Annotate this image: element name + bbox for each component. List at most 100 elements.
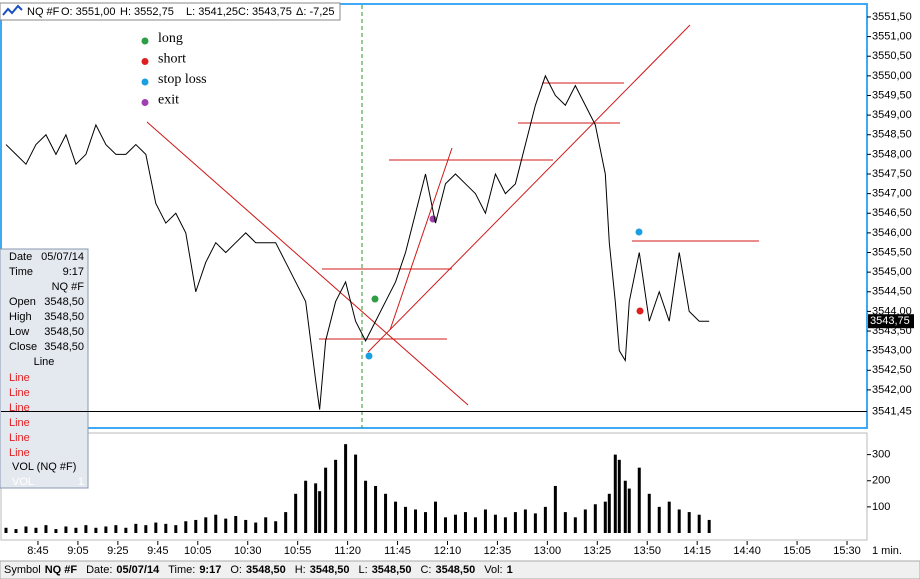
volume-bar [453,514,457,533]
dw-vol-label: VOL (NQ #F) [12,461,76,473]
status-value: 05/07/14 [116,564,160,576]
last-price-box [868,314,914,329]
volume-bar [354,454,358,533]
x-tick-label: 13:50 [633,545,661,557]
volume-bar [374,485,378,533]
y-tick-label: 200 [872,475,890,487]
volume-bar [473,517,477,533]
dw-label: High [9,311,32,323]
low-label: 3541,45 [872,405,912,417]
signal-dot [371,295,379,303]
x-unit: 1 min. [872,545,902,557]
legend-label: stop loss [158,72,207,87]
volume-bar [637,467,641,533]
status-label: Time: [168,564,195,576]
dw-value: 3548,50 [44,341,84,353]
y-tick-label: 300 [872,449,890,461]
y-tick-label: 100 [872,501,890,513]
volume-bar [84,525,88,533]
volume-bar [573,517,577,533]
dw-line: Line [9,417,30,429]
header-close: C: 3543,75 [238,6,292,18]
chart-icon [2,4,23,16]
y-tick-label: 3546,50 [872,207,912,219]
y-tick-label: 3549,50 [872,89,912,101]
signal-dot [636,307,644,315]
y-tick-label: 3542,00 [872,384,912,396]
volume-bar [657,506,661,533]
volume-bar [274,521,278,533]
y-tick-label: 3545,50 [872,246,912,258]
volume-bar [603,501,607,533]
volume-bar [493,514,497,533]
volume-bar [254,522,258,533]
trend-line [146,121,469,406]
status-label: L: [359,564,368,576]
volume-bar [543,506,547,533]
dw-line: Line [9,387,30,399]
x-tick-label: 11:20 [334,545,361,557]
legend-dot [141,37,149,45]
volume-bar [667,501,671,533]
volume-bar [24,526,28,533]
price-panel [0,3,868,429]
volume-bar [124,527,128,533]
dw-value: 9:17 [63,266,84,278]
y-tick-label: 3550,00 [872,70,912,82]
y-tick-label: 3547,00 [872,188,912,200]
dw-symbol: NQ #F [52,281,85,293]
signal-dot [365,352,373,360]
volume-bar [154,522,158,533]
volume-bar [613,454,617,533]
x-tick-label: 10:30 [234,545,262,557]
y-tick-label: 3551,50 [872,11,912,23]
header: NQ #F O: 3551,00 H: 3552,75 L: 3541,25 C… [0,2,341,21]
volume-bar [164,523,168,533]
volume-bar [414,509,418,533]
status-label: Symbol [4,564,41,576]
volume-bar [707,519,711,533]
header-high: H: 3552,75 [120,6,174,18]
volume-bar [54,529,58,533]
volume-bar [433,501,437,533]
volume-bar [94,527,98,533]
volume-bar [623,480,627,533]
volume-bar [234,516,238,533]
y-tick-label: 3544,50 [872,286,912,298]
y-tick-label: 3546,00 [872,227,912,239]
volume-bar [607,493,611,533]
x-tick-label: 9:05 [67,545,88,557]
data-window: Date 05/07/14 Time 9:17 NQ #F Line VOL (… [0,248,89,489]
status-bar [0,560,920,579]
volume-bar [134,523,138,533]
volume-bar [503,517,507,533]
header-symbol: NQ #F [27,6,60,18]
x-tick-label: 12:10 [434,545,462,557]
dw-label: Time [9,266,33,278]
volume-bar [74,527,78,533]
volume-bar [384,493,388,533]
legend-label: long [158,31,183,46]
x-tick-label: 8:45 [27,545,48,557]
legend-dot [141,99,149,106]
volume-bar [533,513,537,533]
legend-label: short [158,52,186,67]
last-price-label: 3543,75 [870,315,910,327]
volume-bar [443,517,447,533]
volume-bar [304,480,308,533]
status-label: O: [230,564,242,576]
volume-bar [553,485,557,533]
volume-bar [174,525,178,533]
dw-value: 3548,50 [44,326,84,338]
volume-bar [523,509,527,533]
status-label: Vol: [484,564,502,576]
legend-label: exit [158,93,179,108]
volume-bar [244,519,248,533]
dw-line: Line [9,402,30,414]
status-value: 1 [507,564,513,576]
volume-bar [583,509,587,533]
x-tick-label: 12:35 [484,545,512,557]
volume-bar [294,493,298,533]
